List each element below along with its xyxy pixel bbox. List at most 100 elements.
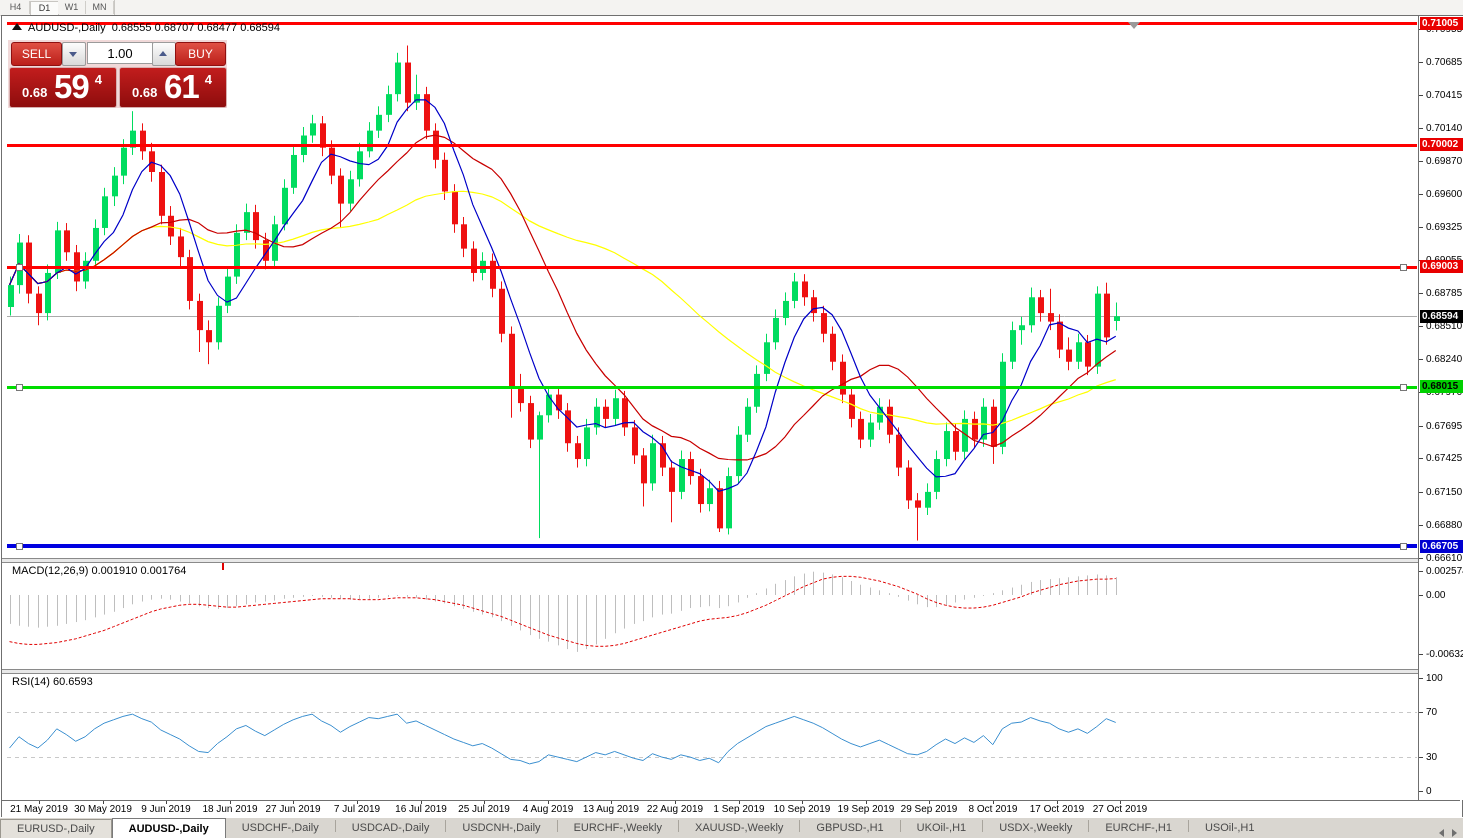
tab-scroll-right-icon[interactable] bbox=[1452, 829, 1457, 837]
one-click-trading-panel: SELL BUY 0.68 59 4 0.68 61 4 bbox=[8, 40, 227, 108]
date-label: 27 Jun 2019 bbox=[265, 804, 321, 815]
tab-separator bbox=[799, 819, 801, 832]
scale-tick bbox=[1419, 194, 1423, 195]
chart-window: AUDUSD-,Daily 0.68555 0.68707 0.68477 0.… bbox=[1, 15, 1463, 818]
line-handle-0.66705[interactable] bbox=[16, 543, 23, 550]
scale-tick bbox=[1419, 595, 1423, 596]
buy-price-pipette: 4 bbox=[204, 72, 212, 87]
one-click-collapse-icon[interactable] bbox=[12, 23, 22, 30]
tab-separator bbox=[334, 819, 336, 832]
tab-separator bbox=[899, 819, 901, 832]
date-tick bbox=[675, 801, 676, 804]
price-tick-label: 0.68785 bbox=[1426, 288, 1463, 299]
timeframe-button-h4[interactable]: H4 bbox=[2, 1, 30, 14]
tab-separator bbox=[445, 819, 447, 832]
chart-shift-marker-icon[interactable] bbox=[1128, 22, 1140, 29]
date-axis[interactable]: 21 May 2019 30 May 2019 9 Jun 2019 18 Jun 2… bbox=[2, 800, 1460, 818]
line-handle-0.66705[interactable] bbox=[1400, 543, 1407, 550]
scale-tick bbox=[1419, 95, 1423, 96]
price-chart-canvas[interactable] bbox=[7, 18, 1417, 558]
rsi-tick-label: 30 bbox=[1426, 752, 1438, 763]
line-price-label: 0.66705 bbox=[1420, 540, 1463, 553]
chart-tab-ukoil-h1[interactable]: UKOil-,H1 bbox=[916, 822, 967, 834]
line-handle-0.68015[interactable] bbox=[16, 384, 23, 391]
sell-price-box[interactable]: 0.68 59 4 bbox=[9, 67, 117, 108]
chart-tab-usdcnh-daily[interactable]: USDCNH-,Daily bbox=[462, 822, 541, 834]
macd-pane-canvas[interactable] bbox=[7, 561, 1417, 669]
volume-input[interactable] bbox=[87, 42, 153, 64]
price-tick-label: 0.67425 bbox=[1426, 453, 1463, 464]
price-tick-label: 0.69600 bbox=[1426, 189, 1463, 200]
price-tick-label: 0.70415 bbox=[1426, 90, 1463, 101]
sell-button[interactable]: SELL bbox=[11, 42, 62, 66]
scale-tick bbox=[1419, 62, 1423, 63]
date-tick bbox=[1120, 801, 1121, 804]
scale-tick bbox=[1419, 128, 1423, 129]
date-label: 17 Oct 2019 bbox=[1029, 804, 1085, 815]
buy-price-prefix: 0.68 bbox=[132, 85, 158, 100]
line-handle-0.68015[interactable] bbox=[1400, 384, 1407, 391]
macd-tick-label: -0.006326 bbox=[1426, 649, 1463, 660]
sell-price-main: 59 bbox=[54, 68, 90, 105]
price-tick-label: 0.66610 bbox=[1426, 553, 1463, 564]
date-label: 7 Jul 2019 bbox=[333, 804, 381, 815]
macd-rsi-splitter[interactable] bbox=[2, 669, 1460, 674]
tab-separator bbox=[1088, 819, 1090, 832]
date-label: 10 Sep 2019 bbox=[773, 804, 831, 815]
date-tick bbox=[103, 801, 104, 804]
chart-tab-eurchf-weekly[interactable]: EURCHF-,Weekly bbox=[573, 822, 662, 834]
date-tick bbox=[484, 801, 485, 804]
volume-decrease-button[interactable] bbox=[62, 42, 86, 66]
timeframe-button-d1[interactable]: D1 bbox=[30, 1, 59, 15]
line-handle-0.69003[interactable] bbox=[16, 264, 23, 271]
price-scale[interactable]: 0.709550.706850.704150.701400.698700.696… bbox=[1418, 16, 1463, 800]
scale-tick bbox=[1419, 293, 1423, 294]
chart-tab-bar: EURUSD-,Daily AUDUSD-,Daily USDCHF-,Daily U… bbox=[0, 817, 1463, 838]
macd-tick-label: 0.002574 bbox=[1426, 566, 1463, 577]
date-tick bbox=[230, 801, 231, 804]
chart-tab-eurchf-h1[interactable]: EURCHF-,H1 bbox=[1105, 822, 1172, 834]
chart-tab-usdchf-daily[interactable]: USDCHF-,Daily bbox=[241, 822, 319, 834]
price-tick-label: 0.69870 bbox=[1426, 156, 1463, 167]
scale-tick bbox=[1419, 654, 1423, 655]
date-label: 13 Aug 2019 bbox=[582, 804, 640, 815]
scale-tick bbox=[1419, 678, 1423, 679]
price-tick-label: 0.67150 bbox=[1426, 487, 1463, 498]
chart-tab-usdx-weekly[interactable]: USDX-,Weekly bbox=[999, 822, 1073, 834]
tab-scroll-left-icon[interactable] bbox=[1439, 829, 1444, 837]
macd-object-mark bbox=[222, 562, 224, 570]
sell-price-prefix: 0.68 bbox=[22, 85, 48, 100]
chart-tab-eurusd-daily[interactable]: EURUSD-,Daily bbox=[0, 819, 112, 838]
date-label: 18 Jun 2019 bbox=[202, 804, 258, 815]
chart-tab-xauusd-weekly[interactable]: XAUUSD-,Weekly bbox=[694, 822, 784, 834]
chart-tab-audusd-daily[interactable]: AUDUSD-,Daily bbox=[111, 818, 226, 838]
buy-price-main: 61 bbox=[164, 68, 200, 105]
price-tick-label: 0.68510 bbox=[1426, 321, 1463, 332]
price-macd-splitter[interactable] bbox=[2, 558, 1460, 563]
volume-increase-button[interactable] bbox=[152, 42, 176, 66]
date-tick bbox=[166, 801, 167, 804]
macd-tick-label: 0.00 bbox=[1426, 590, 1446, 601]
buy-price-box[interactable]: 0.68 61 4 bbox=[119, 67, 227, 108]
rsi-tick-label: 70 bbox=[1426, 707, 1438, 718]
line-handle-0.69003[interactable] bbox=[1400, 264, 1407, 271]
buy-button[interactable]: BUY bbox=[175, 42, 226, 66]
scale-tick bbox=[1419, 359, 1423, 360]
date-label: 9 Jun 2019 bbox=[141, 804, 191, 815]
timeframe-button-w1[interactable]: W1 bbox=[58, 1, 86, 14]
chart-tab-gbpusd-h1[interactable]: GBPUSD-,H1 bbox=[816, 822, 884, 834]
rsi-pane-canvas[interactable] bbox=[7, 672, 1417, 798]
date-tick bbox=[993, 801, 994, 804]
rsi-label: RSI(14) 60.6593 bbox=[12, 676, 93, 688]
scale-tick bbox=[1419, 161, 1423, 162]
timeframe-button-mn[interactable]: MN bbox=[86, 1, 114, 14]
scale-tick bbox=[1419, 525, 1423, 526]
date-label: 16 Jul 2019 bbox=[395, 804, 447, 815]
chart-tab-usdcad-daily[interactable]: USDCAD-,Daily bbox=[351, 822, 430, 834]
chart-tab-usoil-h1[interactable]: USOil-,H1 bbox=[1204, 822, 1255, 834]
date-label: 27 Oct 2019 bbox=[1092, 804, 1148, 815]
current-price-label: 0.68594 bbox=[1420, 310, 1463, 323]
scale-tick bbox=[1419, 326, 1423, 327]
scale-tick bbox=[1419, 558, 1423, 559]
date-tick bbox=[802, 801, 803, 804]
